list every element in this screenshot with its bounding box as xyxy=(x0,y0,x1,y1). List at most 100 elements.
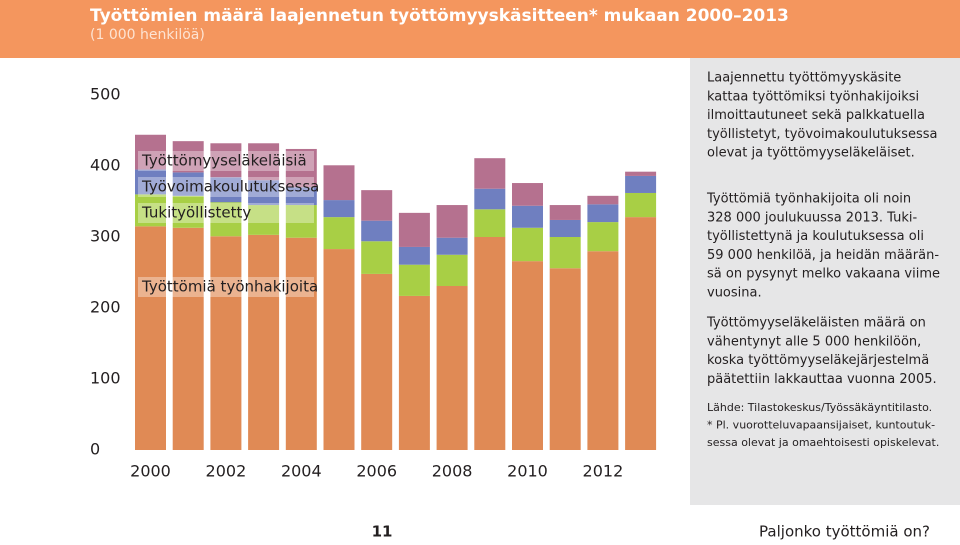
bar-segment xyxy=(285,205,317,238)
bar-segment xyxy=(587,195,619,205)
bar-segment xyxy=(135,169,166,195)
bar-segment xyxy=(135,226,166,450)
bar-segment xyxy=(398,264,430,296)
bar-segment xyxy=(512,227,543,262)
x-tick-label: 2004 xyxy=(281,462,322,481)
x-tick-label: 2012 xyxy=(583,462,624,481)
sidebar-text: 328 000 joulukuussa 2013. Tuki- xyxy=(707,210,917,225)
bar-segment xyxy=(436,205,468,238)
sidebar-text: Laajennettu työttömyyskäsite xyxy=(707,71,901,86)
bar-segment xyxy=(436,285,468,450)
sidebar-note: sessa olevat ja omaehtoisesti opiskeleva… xyxy=(707,436,939,449)
bar-segment xyxy=(512,205,543,228)
bar-segment xyxy=(135,134,166,170)
x-tick-label: 2000 xyxy=(130,462,171,481)
bar-segment xyxy=(587,251,619,450)
sidebar-text: Työttömiä työnhakijoita oli noin xyxy=(706,192,911,207)
bar-segment xyxy=(398,246,430,265)
bar-segment xyxy=(587,204,619,223)
bar-segment xyxy=(285,237,317,450)
chart-title: Työttömien määrä laajennetun työttömyysk… xyxy=(90,6,789,26)
bar-segment xyxy=(587,222,619,252)
bar-segment xyxy=(285,187,317,206)
bar-segment xyxy=(323,249,355,450)
bar-segment xyxy=(210,236,242,450)
sidebar-text: koska työttömyyseläkejärjestelmä xyxy=(707,353,929,368)
bar-segment xyxy=(210,202,242,237)
bar-segment xyxy=(210,143,242,178)
bar-segment xyxy=(172,172,204,196)
bar-segment xyxy=(512,183,543,206)
y-tick-label: 100 xyxy=(90,369,121,388)
bar-segment xyxy=(474,188,506,210)
bar-segment xyxy=(323,165,355,201)
bar-segment xyxy=(210,177,242,203)
sidebar-note: Lähde: Tilastokeskus/Työssäkäyntitilasto… xyxy=(707,401,932,414)
x-tick-label: 2010 xyxy=(507,462,548,481)
bar-segment xyxy=(361,273,393,450)
bar-segment xyxy=(248,143,280,181)
bar-segment xyxy=(549,219,581,237)
sidebar-text: olevat ja työttömyyseläkeläiset. xyxy=(707,146,915,161)
sidebar-text: ilmoittautuneet sekä palkkatuella xyxy=(707,108,925,123)
sidebar-text: työllistettynä ja koulutuksessa oli xyxy=(707,229,924,244)
header-band xyxy=(0,0,960,58)
y-tick-label: 200 xyxy=(90,298,121,317)
sidebar-text: vähentynyt alle 5 000 henkilöön, xyxy=(707,334,921,349)
bar-segment xyxy=(398,212,430,247)
bar-segment xyxy=(625,171,657,176)
bar-segment xyxy=(625,175,657,193)
bar-segment xyxy=(474,158,506,189)
bar-segment xyxy=(625,192,657,218)
bar-segment xyxy=(361,241,393,274)
legend-backdrop xyxy=(138,177,314,197)
bar-segment xyxy=(248,234,280,450)
bar-segment xyxy=(248,180,280,206)
bar-segment xyxy=(172,227,204,450)
bar-segment xyxy=(549,205,581,220)
y-tick-label: 500 xyxy=(90,85,121,104)
bar-segment xyxy=(285,148,317,188)
bar-segment xyxy=(323,200,355,218)
legend-label: Työttömyyseläkeläisiä xyxy=(141,152,307,170)
bar-segment xyxy=(172,141,204,173)
chart-subtitle: (1 000 henkilöä) xyxy=(90,27,205,43)
sidebar-text: työllistetyt, työvoimakoulutuksessa xyxy=(707,127,938,142)
bar-segment xyxy=(549,268,581,450)
bar-segment xyxy=(625,217,657,450)
bar-segment xyxy=(323,217,355,250)
x-tick-label: 2008 xyxy=(432,462,473,481)
bar-segment xyxy=(361,220,393,242)
legend-label: Työvoimakoulutuksessa xyxy=(141,178,319,196)
sidebar-text: sä on pysynyt melko vakaana viime xyxy=(707,267,940,282)
bar-segment xyxy=(361,190,393,221)
bar-segment xyxy=(436,254,468,286)
page-number: 11 xyxy=(372,523,393,541)
sidebar-text: Työttömyyseläkeläisten määrä on xyxy=(706,316,926,331)
legend-label: Työttömiä työnhakijoita xyxy=(141,278,318,296)
bar-segment xyxy=(474,237,506,450)
sidebar-note: * Pl. vuorotteluvapaansijaiset, kuntoutu… xyxy=(707,419,935,432)
y-tick-label: 300 xyxy=(90,227,121,246)
sidebar-text: vuosina. xyxy=(707,286,762,301)
y-tick-label: 0 xyxy=(90,440,100,459)
section-title: Paljonko työttömiä on? xyxy=(759,523,930,541)
bar-segment xyxy=(549,237,581,269)
x-tick-label: 2006 xyxy=(356,462,397,481)
bar-segment xyxy=(398,295,430,450)
sidebar-text: kattaa työttömiksi työnhakijoiksi xyxy=(707,89,919,104)
bar-segment xyxy=(474,209,506,237)
legend-backdrop xyxy=(138,203,314,223)
bar-segment xyxy=(172,195,204,228)
legend-backdrop xyxy=(138,277,314,297)
legend-backdrop xyxy=(138,151,314,171)
bar-segment xyxy=(436,237,468,255)
x-tick-label: 2002 xyxy=(206,462,247,481)
bar-segment xyxy=(248,205,280,235)
y-tick-label: 400 xyxy=(90,156,121,175)
legend-label: Tukityöllistetty xyxy=(141,204,251,222)
bar-segment xyxy=(135,194,166,227)
sidebar-text: 59 000 henkilöä, ja heidän määrän- xyxy=(707,248,939,263)
bar-segment xyxy=(512,261,543,450)
